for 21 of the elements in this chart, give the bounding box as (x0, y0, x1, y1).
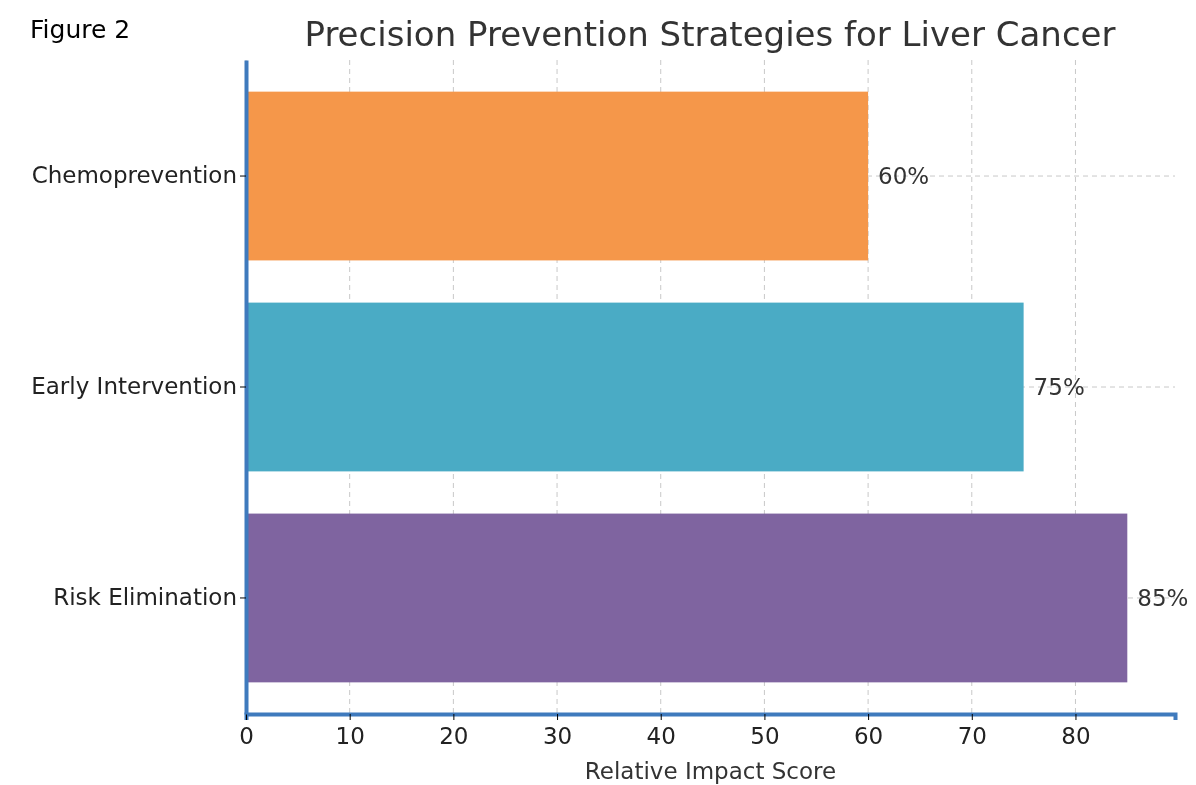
x-tick-label: 0 (239, 722, 254, 749)
x-tick-label: 30 (542, 722, 573, 749)
x-tick-label: 80 (1061, 722, 1091, 749)
x-tick-label: 70 (957, 722, 987, 749)
bar (246, 513, 1128, 683)
data-label: 75% (1033, 374, 1085, 401)
caption: Figure 2 (30, 15, 131, 44)
chart-title: Precision Prevention Strategies for Liver Cancer (304, 14, 1116, 54)
y-tick-label: Chemoprevention (31, 162, 237, 189)
y-tick-label: Risk Elimination (53, 584, 237, 611)
x-tick-label: 50 (750, 722, 780, 749)
x-tick-label: 10 (335, 722, 365, 749)
bar (246, 91, 869, 261)
y-tick-label: Early Intervention (31, 373, 237, 400)
x-tick-label: 40 (646, 722, 676, 749)
data-label: 85% (1137, 585, 1189, 612)
x-tick-label: 60 (853, 722, 884, 749)
data-label: 60% (878, 163, 930, 190)
x-tick-label: 20 (439, 722, 469, 749)
x-axis-title: Relative Impact Score (584, 758, 837, 784)
bar (246, 302, 1024, 472)
